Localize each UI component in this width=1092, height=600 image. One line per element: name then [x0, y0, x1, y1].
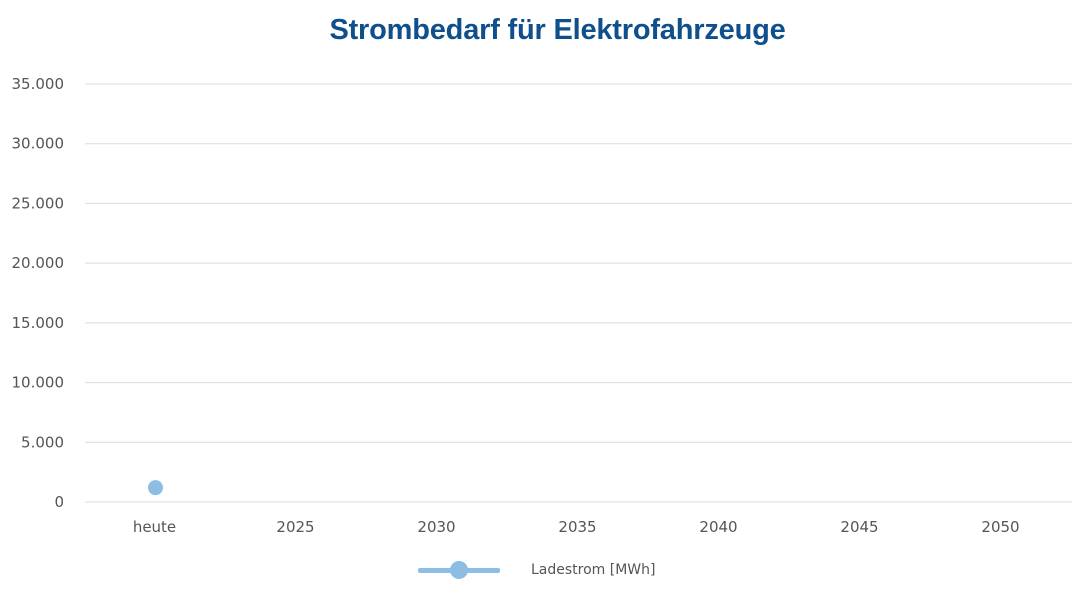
series-layer [148, 480, 163, 496]
x-tick-label: 2035 [558, 518, 596, 536]
x-axis-labels: heute 2025 2030 2035 2040 2045 2050 [133, 518, 1020, 536]
y-tick-label: 35.000 [12, 75, 65, 93]
legend: Ladestrom [MWh] [418, 558, 655, 582]
legend-swatch [418, 558, 500, 582]
y-axis-labels: 0 5.000 10.000 15.000 20.000 25.000 30.000 35.0… [12, 75, 65, 511]
y-tick-label: 15.000 [12, 314, 65, 332]
y-tick-label: 5.000 [21, 433, 64, 451]
legend-marker [450, 561, 468, 579]
gridlines [85, 83, 1072, 503]
x-tick-label: 2040 [699, 518, 737, 536]
legend-label: Ladestrom [MWh] [531, 562, 656, 578]
x-tick-label: 2050 [981, 518, 1019, 536]
y-tick-label: 0 [54, 493, 64, 511]
y-tick-label: 25.000 [12, 194, 65, 212]
x-tick-label: heute [133, 518, 176, 536]
data-point [148, 480, 163, 496]
y-tick-label: 20.000 [12, 254, 65, 272]
chart-title: Strombedarf für Elektrofahrzeuge [329, 14, 786, 46]
x-tick-label: 2045 [840, 518, 878, 536]
y-tick-label: 10.000 [12, 374, 65, 392]
y-tick-label: 30.000 [12, 135, 65, 153]
x-tick-label: 2030 [417, 518, 455, 536]
x-tick-label: 2025 [276, 518, 314, 536]
